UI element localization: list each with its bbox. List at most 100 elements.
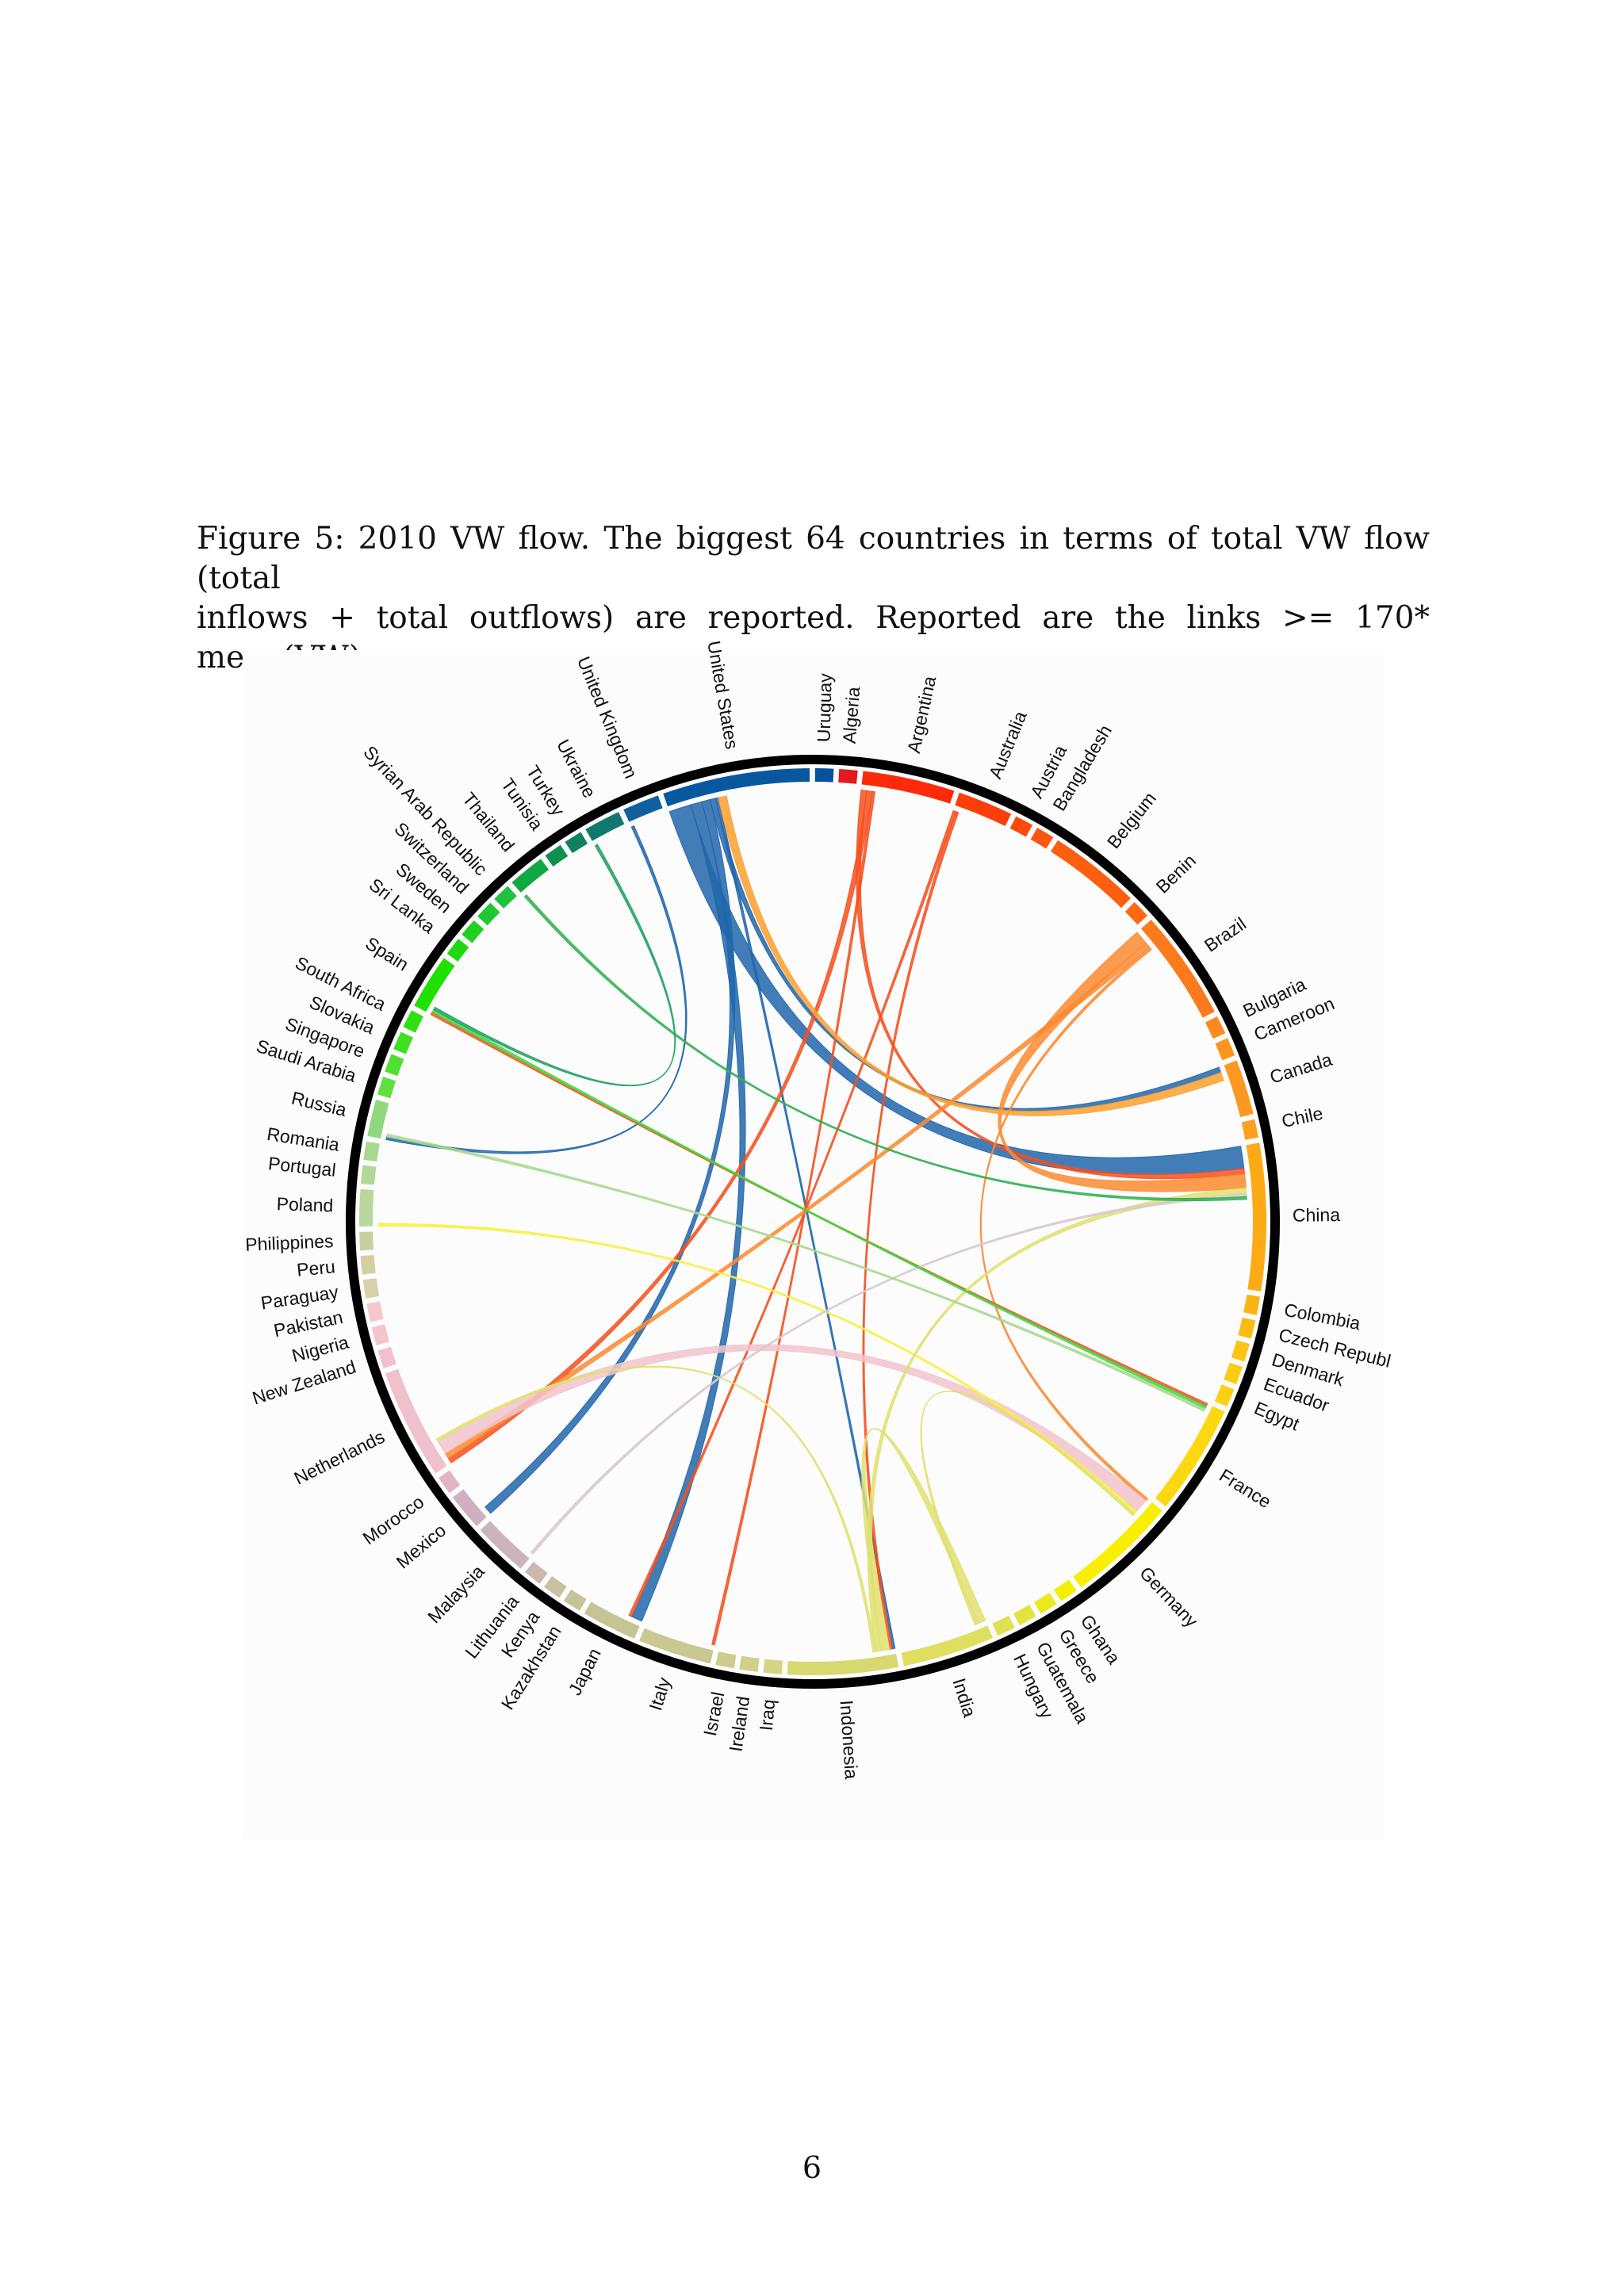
segment-turkey [565, 832, 588, 854]
label-philippines: Philippines [245, 1230, 334, 1255]
link-indonesia-to-netherlands [435, 1365, 876, 1653]
segment-bangladesh [1030, 827, 1054, 849]
label-india: India [948, 1676, 980, 1720]
segment-cameroon [1215, 1038, 1235, 1061]
segment-italy [639, 1628, 714, 1664]
segment-tunisia [545, 844, 569, 867]
segment-poland [359, 1188, 374, 1226]
segment-canada [1224, 1060, 1254, 1117]
label-portugal: Portugal [267, 1153, 337, 1181]
link-united-states-to-japan [630, 801, 746, 1622]
label-russia: Russia [289, 1088, 349, 1120]
label-germany: Germany [1136, 1563, 1202, 1632]
segment-bulgaria [1205, 1016, 1226, 1039]
label-romania: Romania [266, 1123, 341, 1155]
segment-greece [1033, 1592, 1057, 1614]
link-brazil-to-germany [979, 947, 1152, 1502]
segment-france [1155, 1406, 1225, 1507]
segment-kenya [543, 1576, 567, 1598]
segment-china [1246, 1142, 1266, 1292]
segment-iraq [763, 1659, 783, 1674]
label-italy: Italy [645, 1674, 675, 1713]
label-france: France [1216, 1464, 1275, 1512]
link-argentina-to-italy [711, 790, 876, 1646]
segment-ecuador [1224, 1362, 1243, 1385]
page-number: 6 [802, 2150, 822, 2185]
link-indonesia-to-china [867, 1188, 1247, 1652]
segment-mexico [452, 1489, 487, 1526]
segment-ghana [1054, 1579, 1077, 1601]
link-australia-to-indonesia [862, 810, 959, 1650]
label-brazil: Brazil [1201, 913, 1250, 956]
link-united-states-to-mexico [484, 798, 736, 1514]
label-australia: Australia [985, 708, 1031, 782]
label-peru: Peru [296, 1256, 336, 1280]
segment-india [901, 1625, 994, 1667]
label-iraq: Iraq [756, 1698, 779, 1732]
link-india-to-germany [920, 1391, 1136, 1626]
ring-layer [346, 755, 1280, 1689]
segment-kazakhstan [563, 1589, 587, 1611]
caption-line-2: inflows + total outflows) are reported. … [197, 600, 1430, 675]
segment-peru [360, 1254, 376, 1275]
segment-paraguay [362, 1278, 379, 1299]
label-japan: Japan [564, 1645, 604, 1699]
caption-line-1: Figure 5: 2010 VW flow. The biggest 64 c… [197, 521, 1430, 596]
segment-ukraine [585, 812, 625, 841]
segment-sri-lanka [446, 939, 469, 962]
segment-singapore [385, 1054, 404, 1077]
label-malaysia: Malaysia [423, 1561, 488, 1628]
link-argentina-to-china [856, 789, 1246, 1180]
label-belgium: Belgium [1103, 788, 1160, 852]
segments-layer [359, 768, 1266, 1676]
segment-thailand [511, 859, 550, 893]
label-mexico: Mexico [393, 1520, 450, 1573]
segment-colombia [1243, 1294, 1261, 1315]
segment-australia [955, 792, 1012, 826]
link-canada-to-united-states [718, 795, 1224, 1116]
segment-south-africa [403, 1010, 424, 1033]
segment-philippines [359, 1231, 374, 1251]
link-thailand-to-china [523, 894, 1247, 1202]
segment-belgium [1050, 840, 1131, 909]
link-argentina-to-netherlands [447, 790, 873, 1464]
segment-benin [1124, 901, 1148, 925]
segment-new-zealand [377, 1346, 396, 1369]
segment-morocco [439, 1470, 461, 1494]
label-ireland: Ireland [726, 1695, 754, 1753]
segment-spain [414, 958, 455, 1012]
segment-argentina [861, 771, 955, 804]
label-united-states: United States [703, 639, 742, 751]
label-chile: Chile [1280, 1103, 1325, 1131]
labels-layer: Uruguay Algeria Argentina AustraliaAustriaB… [245, 639, 1393, 1780]
segment-switzerland [477, 902, 500, 926]
link-russia-to-france [385, 1133, 1206, 1412]
segment-pakistan [366, 1301, 384, 1322]
segment-chile [1241, 1119, 1259, 1140]
segment-slovakia [393, 1031, 413, 1054]
segment-russia [367, 1100, 389, 1139]
label-algeria: Algeria [839, 686, 864, 744]
segment-austria [1009, 816, 1033, 837]
link-australia-to-japan [628, 809, 957, 1617]
links-layer [377, 789, 1247, 1653]
link-germany-to-poland [377, 1223, 1138, 1514]
segment-sweden [462, 920, 485, 943]
figure-caption: Figure 5: 2010 VW flow. The biggest 64 c… [197, 519, 1430, 678]
segment-nigeria [371, 1324, 390, 1345]
label-china: China [1293, 1204, 1341, 1226]
segment-lithuania [524, 1561, 548, 1584]
link-malaysia-to-china [530, 1193, 1247, 1556]
label-spain: Spain [362, 932, 412, 974]
segment-guatemala [1013, 1605, 1036, 1626]
segment-egypt [1214, 1384, 1235, 1407]
segment-malaysia [480, 1521, 530, 1569]
label-argentina: Argentina [903, 674, 940, 755]
segment-czech-republ [1238, 1317, 1256, 1339]
label-benin: Benin [1152, 850, 1201, 897]
link-france-to-spain [430, 1011, 1208, 1407]
segment-syrian-arab-republic [494, 886, 517, 909]
link-brazil-to-china [998, 932, 1247, 1192]
outer-ring [346, 755, 1280, 1689]
